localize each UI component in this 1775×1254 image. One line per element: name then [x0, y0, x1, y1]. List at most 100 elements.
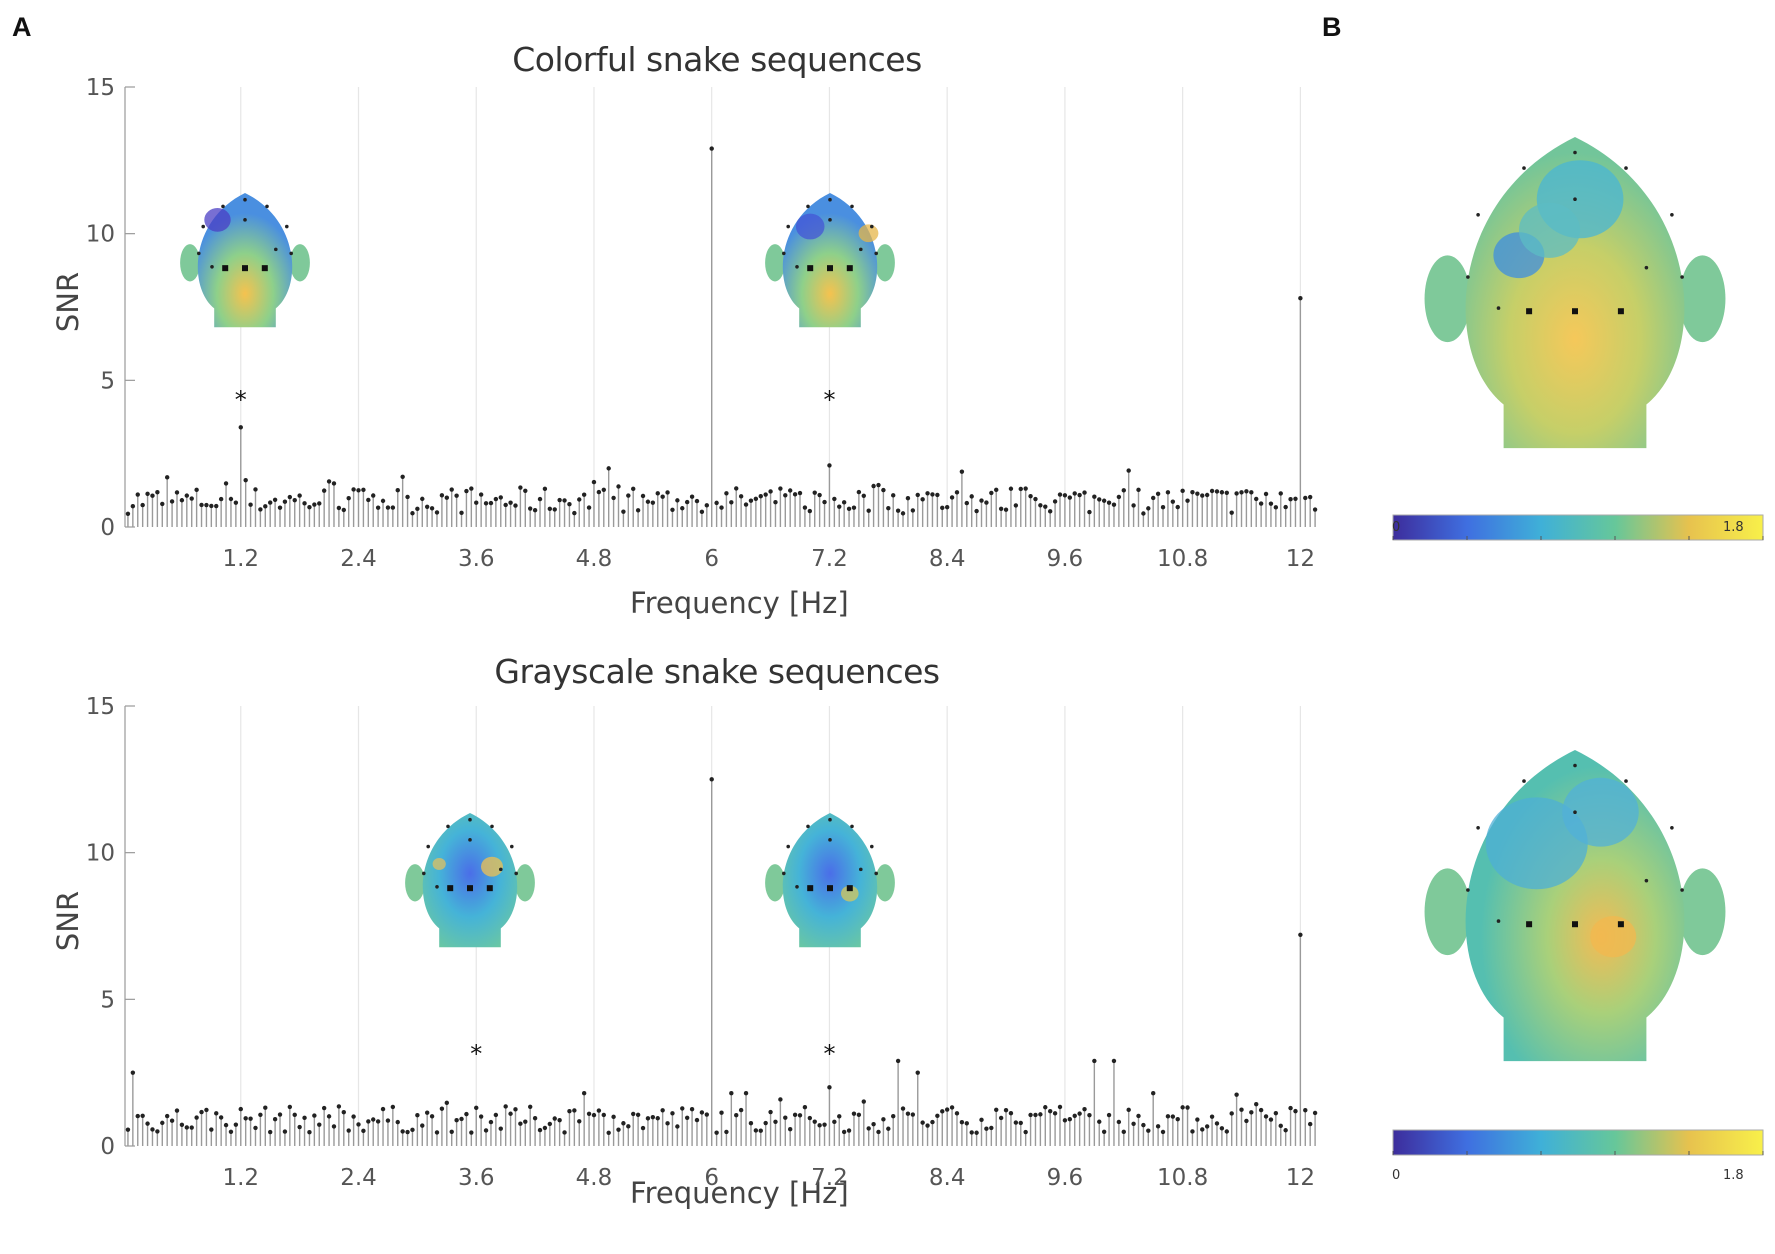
snr-point	[444, 495, 450, 500]
snr-point	[1087, 1112, 1092, 1118]
x-tick-label: 3.6	[458, 1165, 495, 1191]
snr-point	[562, 1130, 567, 1135]
snr-point	[317, 1122, 322, 1127]
snr-point	[459, 510, 464, 516]
snr-point	[292, 1112, 297, 1118]
snr-point	[204, 1107, 209, 1113]
ear	[875, 244, 895, 282]
snr-point	[650, 1114, 656, 1120]
electrode	[447, 885, 454, 892]
snr-point	[670, 1111, 675, 1116]
snr-point	[817, 1123, 822, 1128]
electrode	[827, 885, 833, 892]
snr-point	[1185, 498, 1190, 503]
snr-point	[1097, 1119, 1102, 1124]
snr-point	[184, 493, 190, 498]
snr-point	[817, 492, 822, 498]
snr-point	[1097, 497, 1102, 502]
snr-point	[1101, 498, 1107, 503]
snr-point	[346, 495, 351, 501]
activation-spot	[841, 885, 859, 902]
snr-point	[900, 1106, 906, 1111]
electrode	[807, 265, 814, 272]
snr-point	[792, 1112, 798, 1118]
snr-point	[748, 1121, 754, 1126]
snr-point	[508, 500, 513, 505]
snr-point	[837, 1114, 842, 1119]
snr-point	[876, 482, 881, 488]
electrode-dot	[221, 204, 225, 209]
x-axis-label-grayscale: Frequency [Hz]	[630, 1176, 849, 1210]
snr-point	[1067, 495, 1073, 500]
snr-point	[611, 495, 616, 501]
snr-point	[474, 1105, 479, 1111]
snr-point	[1126, 1107, 1131, 1113]
snr-point	[1229, 1111, 1234, 1116]
snr-point	[1165, 1114, 1171, 1119]
x-tick-label: 12	[1286, 546, 1315, 572]
snr-point	[321, 488, 327, 493]
snr-point	[243, 477, 248, 483]
snr-point	[341, 507, 346, 513]
snr-point	[1268, 1117, 1274, 1122]
snr-point	[1180, 1105, 1185, 1110]
snr-point	[1126, 468, 1131, 473]
snr-point	[1170, 499, 1176, 504]
snr-point	[920, 497, 925, 502]
snr-point	[1155, 1124, 1161, 1129]
snr-point	[1160, 505, 1166, 510]
snr-point	[1082, 1106, 1087, 1112]
snr-point	[542, 1125, 548, 1131]
snr-point	[478, 1114, 484, 1119]
ear	[180, 244, 200, 282]
snr-point	[498, 1126, 503, 1131]
snr-point	[886, 506, 891, 511]
snr-point	[331, 481, 337, 486]
snr-point	[611, 1114, 616, 1120]
snr-point	[1116, 494, 1122, 500]
snr-point	[989, 490, 994, 496]
snr-point	[169, 1118, 175, 1123]
snr-point	[272, 1117, 278, 1122]
ear	[1679, 255, 1726, 343]
snr-point	[1028, 493, 1033, 499]
electrode-dot	[1466, 275, 1470, 279]
snr-point	[258, 507, 263, 512]
electrode	[1572, 921, 1578, 928]
snr-point	[361, 487, 366, 493]
x-tick-label: 1.2	[222, 1165, 259, 1191]
snr-point	[1087, 509, 1092, 515]
snr-point	[503, 1104, 508, 1109]
snr-point	[424, 504, 430, 509]
snr-point	[238, 1106, 243, 1112]
snr-point	[513, 1107, 518, 1112]
snr-point	[1160, 1129, 1166, 1135]
snr-point	[910, 508, 916, 513]
snr-point	[209, 1127, 214, 1132]
snr-point	[199, 502, 204, 508]
snr-point	[704, 1112, 710, 1117]
snr-point	[135, 492, 140, 497]
x-tick-label: 1.2	[222, 546, 259, 572]
snr-point	[331, 1124, 337, 1129]
snr-point	[1263, 491, 1269, 497]
snr-point	[366, 497, 371, 503]
snr-point	[1023, 1129, 1028, 1135]
electrode-dot	[859, 867, 863, 872]
x-axis-label-colorful: Frequency [Hz]	[630, 586, 849, 620]
snr-point	[925, 1123, 930, 1128]
snr-point	[846, 506, 852, 512]
x-tick-label: 7.2	[811, 546, 848, 572]
electrode-dot	[468, 838, 472, 842]
snr-point	[523, 488, 528, 493]
snr-point	[454, 493, 459, 498]
electrode-dot	[435, 885, 439, 889]
electrode	[846, 885, 853, 892]
snr-point	[1136, 1113, 1141, 1119]
snr-point	[400, 1129, 405, 1134]
snr-point	[493, 1112, 499, 1118]
snr-point	[155, 1129, 160, 1134]
snr-point	[631, 1111, 636, 1117]
snr-point	[944, 504, 950, 510]
snr-point	[891, 493, 896, 498]
